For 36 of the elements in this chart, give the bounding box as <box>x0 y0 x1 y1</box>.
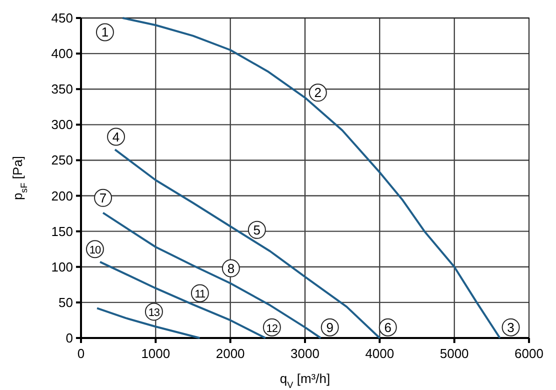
annotation: 11 <box>194 288 206 301</box>
x-tick-label: 6000 <box>514 346 544 361</box>
annotation: 3 <box>507 320 514 335</box>
x-tick-label: 4000 <box>365 346 394 361</box>
annotation: 7 <box>99 190 107 206</box>
x-tick-label: 1000 <box>141 346 170 361</box>
annotation: 4 <box>112 129 120 144</box>
line-series <box>122 17 501 339</box>
annotation: 2 <box>314 85 322 100</box>
annotation: 9 <box>326 320 334 335</box>
line-series <box>114 148 381 339</box>
annotation: 6 <box>384 320 392 335</box>
x-tick-label: 3000 <box>290 346 320 361</box>
y-tick-label: 200 <box>51 188 73 204</box>
y-tick-label: 350 <box>51 82 73 97</box>
y-tick-label: 400 <box>51 46 73 62</box>
annotation: 8 <box>227 260 235 276</box>
y-tick-label: 100 <box>51 259 73 274</box>
y-tick-label: 450 <box>51 10 73 26</box>
y-tick-label: 0 <box>66 330 73 346</box>
annotation: 10 <box>89 244 101 257</box>
annotation: 5 <box>253 222 261 238</box>
x-tick-label: 2000 <box>216 346 245 361</box>
annotation: 1 <box>101 24 109 40</box>
y-tick-label: 150 <box>51 224 73 239</box>
x-axis-title: q$_{V}$ [m³/h] <box>280 371 330 390</box>
line-series <box>99 260 266 339</box>
y-tick-label: 250 <box>51 152 73 168</box>
annotation: 13 <box>148 307 160 320</box>
x-tick-label: 0 <box>77 346 85 361</box>
line-series <box>102 212 322 339</box>
y-tick-label: 50 <box>58 294 73 310</box>
x-tick-label: 5000 <box>440 346 469 361</box>
annotation: 12 <box>266 322 278 335</box>
line-series <box>96 307 201 339</box>
y-tick-label: 300 <box>51 117 73 132</box>
